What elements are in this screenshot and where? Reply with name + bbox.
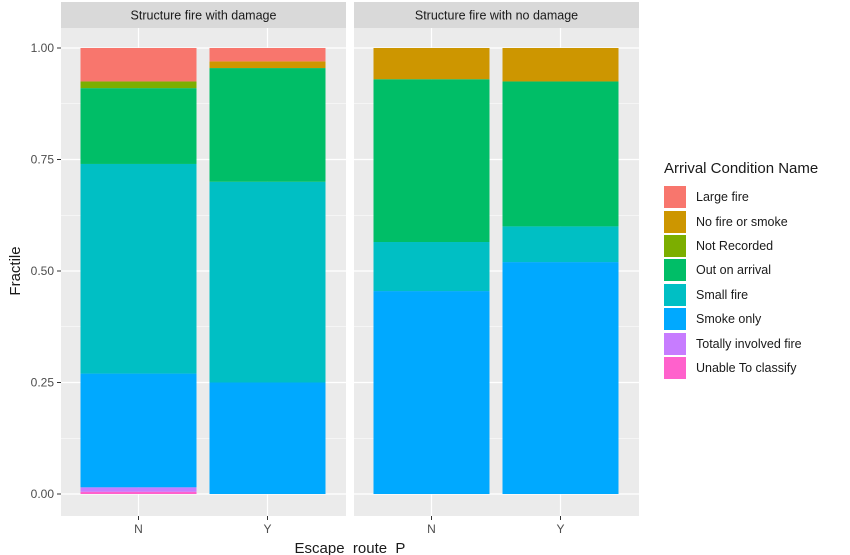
y-tick-label: 0.50 xyxy=(31,264,55,278)
strip-right-title: Structure fire with no damage xyxy=(415,9,578,23)
strip-left xyxy=(61,2,346,28)
legend-label: Large fire xyxy=(696,190,749,205)
bar-segment-out-on-arrival xyxy=(502,81,619,227)
legend-label: Smoke only xyxy=(696,312,762,327)
legend-key-swatch xyxy=(664,283,686,306)
panel-right-bars xyxy=(373,48,619,494)
panel-right: Structure fire with no damage xyxy=(354,2,639,516)
legend-label: Unable To classify xyxy=(696,360,797,375)
x-tick-label: N xyxy=(427,522,436,536)
strip-left-title: Structure fire with damage xyxy=(131,9,277,23)
legend-label: Small fire xyxy=(696,287,749,302)
x-axis-title: Escape_route_P xyxy=(295,540,406,555)
bar-segment-small-fire xyxy=(502,226,619,263)
bar-segment-smoke-only xyxy=(80,373,197,488)
y-axis: 0.00 0.25 0.50 0.75 1.00 xyxy=(31,41,61,501)
panel-left-bars xyxy=(80,48,326,494)
bar-segment-smoke-only xyxy=(373,291,490,494)
legend-item: Not Recorded xyxy=(664,234,818,258)
y-tick-label: 0.75 xyxy=(31,153,55,167)
legend-item: Unable To classify xyxy=(664,356,818,380)
legend-label: Totally involved fire xyxy=(696,336,802,351)
legend-label: Out on arrival xyxy=(696,263,772,278)
x-tick-label: Y xyxy=(556,522,564,536)
y-tick-label: 1.00 xyxy=(31,41,55,55)
legend-key-swatch xyxy=(664,332,686,355)
bar-segment-smoke-only xyxy=(209,382,326,494)
bar-segment-large-fire xyxy=(80,48,197,82)
bar-segment-unable-to-classify xyxy=(80,491,197,494)
legend: Arrival Condition Name Large fire No fire… xyxy=(664,160,818,380)
legend-label: Not Recorded xyxy=(696,238,774,253)
bar-segment-smoke-only xyxy=(502,262,619,494)
panel-left: Structure fire with damage xyxy=(61,2,346,516)
legend-item: Smoke only xyxy=(664,307,818,331)
legend-key-swatch xyxy=(664,186,686,209)
y-tick-label: 0.25 xyxy=(31,376,55,390)
x-tick-label: N xyxy=(134,522,143,536)
bar-segment-not-recorded xyxy=(80,81,197,89)
legend-item: Large fire xyxy=(664,185,818,209)
bar-segment-large-fire xyxy=(209,48,326,62)
bar-segment-no-fire-or-smoke xyxy=(209,61,326,69)
bar-segment-out-on-arrival xyxy=(373,79,490,243)
bar-segment-out-on-arrival xyxy=(209,68,326,182)
legend-key-swatch xyxy=(664,308,686,331)
legend-item: No fire or smoke xyxy=(664,209,818,233)
strip-right xyxy=(354,2,639,28)
legend-key-swatch xyxy=(664,210,686,233)
legend-key-swatch xyxy=(664,234,686,257)
legend-items: Large fire No fire or smoke Not Recorded Ou… xyxy=(664,185,818,380)
bar-segment-small-fire xyxy=(80,163,197,374)
legend-item: Small fire xyxy=(664,283,818,307)
bar-segment-small-fire xyxy=(209,181,326,383)
bar-segment-small-fire xyxy=(373,242,490,292)
legend-key-swatch xyxy=(664,259,686,282)
y-axis-title: Fractile xyxy=(7,246,24,295)
legend-title: Arrival Condition Name xyxy=(664,160,819,177)
legend-key-swatch xyxy=(664,356,686,379)
bar-segment-totally-involved-fire xyxy=(80,487,197,492)
bar-segment-out-on-arrival xyxy=(80,88,197,164)
y-tick-label: 0.00 xyxy=(31,487,55,501)
legend-label: No fire or smoke xyxy=(696,214,788,229)
legend-item: Out on arrival xyxy=(664,258,818,282)
bar-segment-no-fire-or-smoke xyxy=(502,48,619,82)
x-tick-label: Y xyxy=(263,522,271,536)
legend-item: Totally involved fire xyxy=(664,331,818,355)
bar-segment-no-fire-or-smoke xyxy=(373,48,490,80)
